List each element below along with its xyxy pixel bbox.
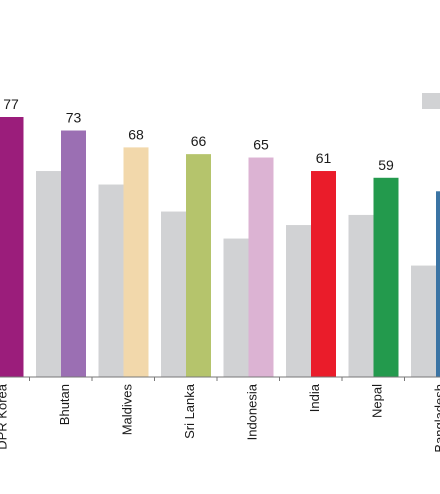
legend-swatch xyxy=(422,93,440,109)
category-label-nepal: Nepal xyxy=(370,384,385,418)
category-label-sri-lanka: Sri Lanka xyxy=(182,383,197,439)
category-label-indonesia: Indonesia xyxy=(245,383,260,440)
bar-grey-bhutan xyxy=(36,171,61,377)
value-label-maldives: 68 xyxy=(128,126,144,142)
bar-grey-maldives xyxy=(98,184,124,377)
x-axis-ticks xyxy=(29,377,405,381)
bar-grey-nepal xyxy=(348,214,374,377)
bar-bhutan xyxy=(61,130,86,377)
category-label-maldives: Maldives xyxy=(120,384,135,436)
bar-nepal xyxy=(373,177,399,377)
value-label-indonesia: 65 xyxy=(253,137,269,153)
bar-india xyxy=(311,171,336,377)
bar-maldives xyxy=(123,147,149,377)
value-label-dpr-korea: 77 xyxy=(3,96,19,112)
bar-grey-bangladesh xyxy=(411,265,436,377)
category-label-dpr-korea: DPR Korea xyxy=(0,383,10,450)
bar-dpr-korea xyxy=(0,117,24,377)
value-label-sri-lanka: 66 xyxy=(191,133,207,149)
bar-grey-sri-lanka xyxy=(161,211,186,377)
category-label-bhutan: Bhutan xyxy=(57,384,72,425)
bar-grey-indonesia xyxy=(223,238,249,377)
bar-indonesia xyxy=(248,157,274,377)
value-label-bhutan: 73 xyxy=(66,110,82,126)
bar-grey-india xyxy=(286,225,311,377)
category-label-bangladesh: Bangladesh xyxy=(432,384,440,453)
category-label-india: India xyxy=(307,383,322,412)
value-labels-group: 777368666561595 xyxy=(3,96,394,173)
bars-group xyxy=(0,117,440,377)
value-label-nepal: 59 xyxy=(378,157,394,173)
value-label-india: 61 xyxy=(316,150,332,166)
category-labels-group: DPR Korea Bhutan Maldives Sri Lanka Indonesi… xyxy=(0,383,440,452)
bar-sri-lanka xyxy=(186,154,211,377)
bar-bangladesh xyxy=(436,191,440,377)
